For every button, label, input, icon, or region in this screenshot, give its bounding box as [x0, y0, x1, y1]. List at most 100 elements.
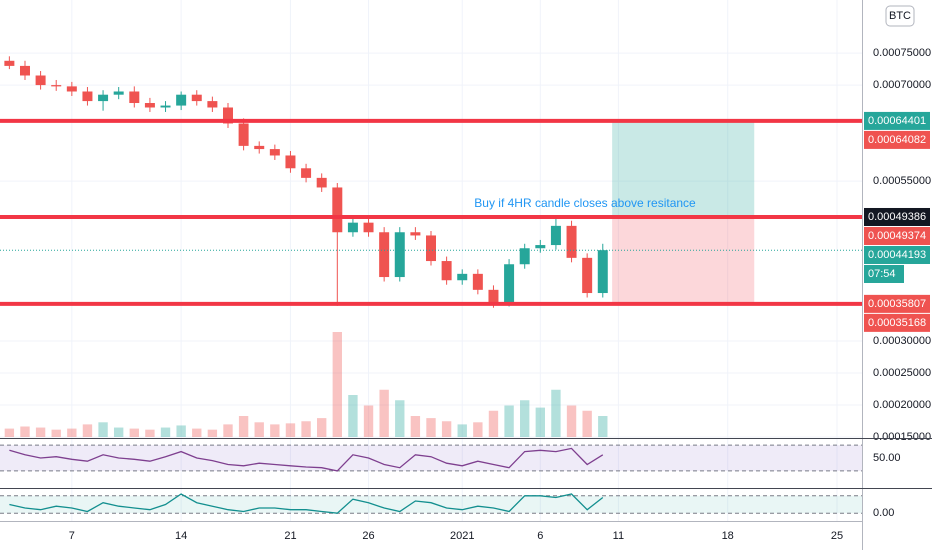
y-tick-label: 0.00020000 — [873, 399, 931, 411]
pane-tick-label: 0.00 — [873, 507, 894, 519]
x-tick-label: 2021 — [450, 530, 474, 542]
candle-body — [301, 168, 312, 178]
y-tick-label: 0.00075000 — [873, 47, 931, 59]
y-tick-label: 0.00070000 — [873, 79, 931, 91]
annotation: Buy if 4HR candle closes above resitance — [474, 196, 696, 210]
volume-bar — [520, 400, 530, 437]
volume-bar — [441, 421, 452, 437]
candle-body — [332, 187, 343, 233]
volume-bar — [82, 424, 93, 437]
candle-body — [488, 289, 499, 303]
volume-bar — [20, 426, 30, 437]
x-tick-label: 7 — [69, 530, 75, 542]
volume-bar — [473, 422, 483, 437]
candle-body — [4, 60, 15, 66]
volume-bar — [488, 410, 499, 437]
volume-bar — [51, 429, 61, 437]
price-label: 0.00049386 — [868, 211, 926, 223]
candle-body — [129, 91, 140, 104]
price-label-box — [864, 313, 930, 332]
volume-bar — [270, 424, 280, 437]
volume-bar — [254, 422, 264, 437]
candle-body — [363, 222, 374, 233]
volume-bar — [457, 424, 467, 437]
symbol-badge: BTC — [889, 10, 911, 22]
y-tick-label: 0.00015000 — [873, 431, 931, 443]
volume-bar — [129, 428, 139, 437]
candle-body — [35, 75, 46, 86]
volume-bar — [113, 427, 124, 437]
candle-body — [410, 232, 421, 236]
x-tick-label: 6 — [537, 530, 543, 542]
candle-body — [66, 86, 77, 92]
candle-body — [566, 225, 577, 258]
price-label-box — [864, 245, 930, 264]
candle-body — [222, 107, 233, 124]
volume-bar — [379, 389, 389, 437]
candle-body — [550, 225, 561, 246]
volume-bar — [504, 405, 514, 437]
candle-body — [51, 85, 62, 87]
volume-bar — [207, 429, 218, 437]
rsi-line — [9, 447, 604, 472]
candle-body — [160, 105, 171, 108]
volume-bar — [98, 422, 108, 437]
symbol-badge-box — [885, 5, 915, 27]
candle-body — [347, 222, 358, 233]
price-label: 0.00064082 — [868, 134, 926, 146]
candle-body — [316, 177, 327, 188]
price-label-box — [864, 130, 930, 149]
candle-body — [207, 101, 218, 108]
candle-body — [535, 245, 546, 249]
volume-bar — [67, 428, 77, 437]
x-tick-label: 26 — [362, 530, 374, 542]
x-tick-label: 11 — [613, 530, 624, 542]
volume-bar — [223, 424, 233, 437]
candle-body — [394, 232, 405, 278]
volume-bar — [582, 410, 592, 437]
pane-band — [0, 495, 862, 514]
price-label-box — [864, 294, 930, 313]
price-label-box — [864, 207, 930, 226]
volume-bar — [348, 395, 358, 437]
price-label-box — [864, 226, 930, 245]
volume-bar — [4, 428, 15, 437]
volume-bar — [426, 418, 436, 437]
price-label: 0.00049374 — [868, 230, 926, 242]
volume-bar — [238, 416, 249, 437]
candle-body — [472, 273, 483, 290]
pane-band — [0, 445, 862, 471]
volume-bar — [145, 429, 155, 437]
price-label: 0.00035807 — [868, 298, 926, 310]
y-tick-label: 0.00025000 — [873, 367, 931, 379]
price-label-box — [864, 111, 930, 130]
candle-body — [82, 91, 93, 102]
y-tick-label: 0.00030000 — [873, 335, 931, 347]
volume-bar — [332, 332, 342, 437]
candle-body — [285, 155, 296, 169]
candle-body — [113, 91, 124, 95]
volume-bar — [301, 421, 311, 437]
stop-zone — [612, 216, 755, 304]
price-label: 0.00035168 — [868, 317, 926, 329]
y-tick-label: 0.00055000 — [873, 175, 931, 187]
volume-bar — [395, 400, 405, 437]
candle-body — [597, 250, 608, 294]
candle-body — [254, 145, 265, 150]
price-label: 0.00064401 — [868, 115, 926, 127]
volume-bar — [176, 425, 186, 437]
candle-body — [19, 65, 30, 76]
candle-body — [191, 94, 202, 102]
candle-body — [98, 94, 109, 102]
oscillator-line — [9, 493, 604, 514]
x-tick-label: 14 — [175, 530, 187, 542]
volume-bar — [160, 427, 171, 437]
volume-bar — [285, 423, 296, 437]
price-label: 0.00044193 — [868, 249, 926, 261]
x-tick-label: 18 — [722, 530, 734, 542]
x-tick-label: 25 — [831, 530, 843, 542]
candle-body — [441, 261, 452, 281]
candle-body — [269, 149, 280, 156]
volume-bar — [192, 428, 202, 437]
